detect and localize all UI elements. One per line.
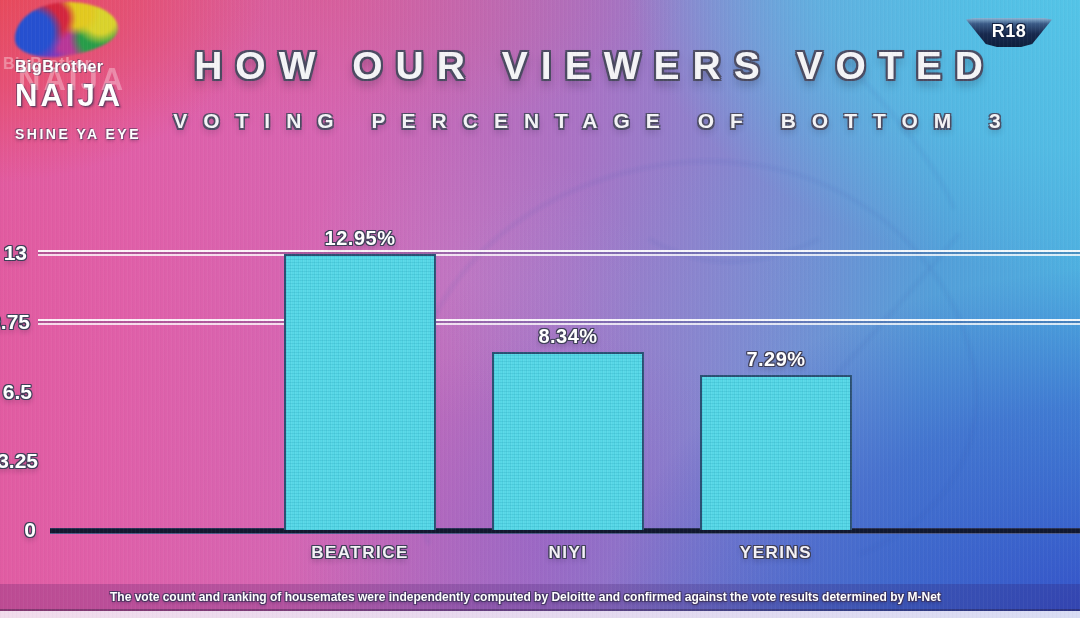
gridline [38, 250, 1080, 257]
bar-category-label: NIYI [492, 543, 644, 563]
screen-bezel-strip [0, 611, 1080, 618]
broadcast-frame: BigBrother NAIJA SHINE YA EYE R18 HOW OU… [0, 0, 1080, 618]
logo-name-text: NAIJA [15, 78, 123, 114]
y-axis-tick-label: 6.5 [0, 379, 32, 405]
disclaimer-text: The vote count and ranking of housemates… [110, 590, 1050, 604]
bar-niyi [492, 352, 644, 530]
logo-tagline-text: SHINE YA EYE [15, 126, 141, 142]
bar-value-label: 12.95% [284, 227, 436, 250]
bar-value-label: 7.29% [700, 348, 852, 371]
y-axis-tick-label: 13 [0, 240, 27, 266]
bar-category-label: BEATRICE [284, 543, 436, 563]
y-axis-tick-label: 3.25 [0, 448, 38, 474]
bar-yerins [700, 375, 852, 530]
y-axis-tick-label: 0 [0, 517, 36, 543]
bar-beatrice [284, 254, 436, 530]
bar-category-label: YERINS [700, 543, 852, 563]
y-axis-tick-label: 9.75 [0, 309, 30, 335]
chart-subtitle: VOTING PERCENTAGE OF BOTTOM 3 [120, 109, 1070, 133]
rating-badge-label: R18 [992, 21, 1027, 42]
logo-brand-text: BigBrother [15, 58, 104, 76]
chart-title: HOW OUR VIEWERS VOTED [120, 44, 1070, 88]
bar-value-label: 8.34% [492, 325, 644, 348]
